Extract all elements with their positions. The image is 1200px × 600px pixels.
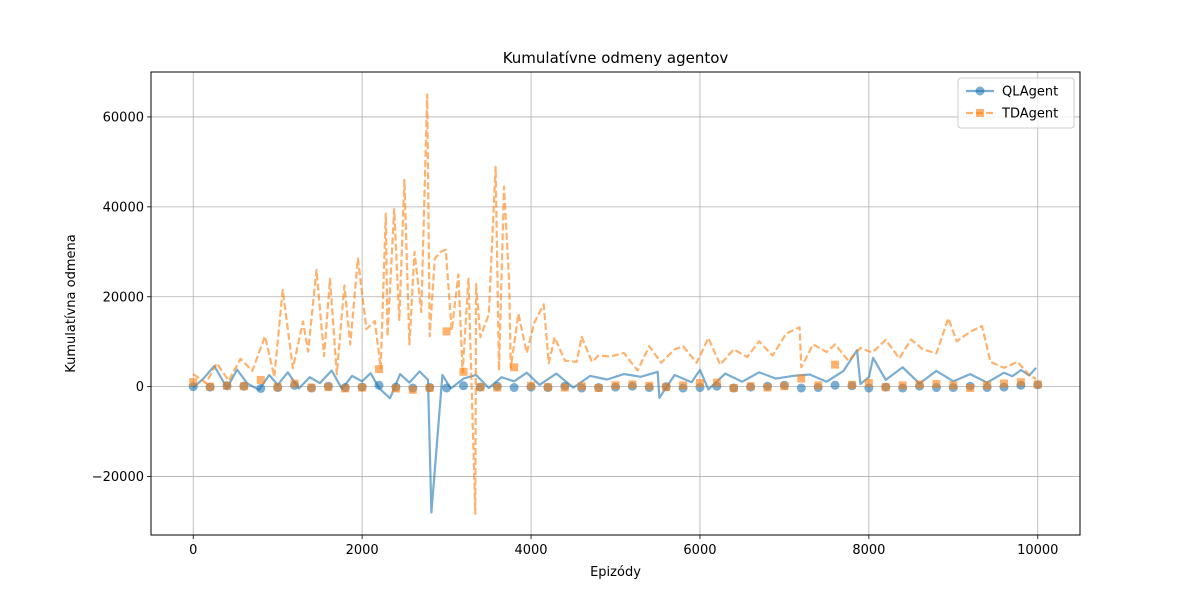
data-point-tdagent (679, 381, 688, 390)
data-point-tdagent (645, 381, 654, 390)
data-point-tdagent (459, 367, 468, 376)
data-point-tdagent (358, 383, 367, 392)
data-point-tdagent (814, 381, 823, 390)
data-point-qlagent (442, 383, 452, 393)
data-point-tdagent (408, 385, 417, 394)
data-point-tdagent (510, 363, 519, 372)
data-point-tdagent (763, 383, 772, 392)
data-point-tdagent (712, 378, 721, 387)
data-point-tdagent (256, 375, 265, 384)
series-line-qlagent (192, 349, 1037, 514)
chart-title: Kumulatívne odmeny agentov (503, 49, 729, 67)
data-point-tdagent (797, 374, 806, 383)
data-point-tdagent (1033, 380, 1042, 389)
data-point-tdagent (341, 384, 350, 393)
legend-marker-circle-icon (975, 86, 985, 96)
data-point-tdagent (915, 380, 924, 389)
y-tick-label: 60000 (103, 110, 144, 125)
data-point-tdagent (493, 383, 502, 392)
data-point-tdagent (746, 382, 755, 391)
data-point-tdagent (307, 383, 316, 392)
x-tick-label: 2000 (346, 543, 379, 558)
data-point-tdagent (442, 327, 451, 336)
x-axis-label: Epizódy (590, 565, 641, 580)
data-point-tdagent (949, 381, 958, 390)
data-point-tdagent (560, 383, 569, 392)
data-point-qlagent (374, 380, 384, 390)
data-point-tdagent (290, 379, 299, 388)
x-tick-label: 10000 (1017, 543, 1058, 558)
axis-ticks: 0 2000 4000 6000 8000 10000 −20000 0 20000 40000 6… (92, 110, 1059, 558)
x-tick-label: 4000 (514, 543, 547, 558)
data-point-tdagent (611, 381, 620, 390)
data-point-tdagent (999, 379, 1008, 388)
series-line-tdagent (192, 93, 1037, 516)
legend-label: QLAgent (1002, 85, 1058, 100)
data-point-tdagent (898, 381, 907, 390)
data-point-tdagent (864, 379, 873, 388)
data-point-tdagent (223, 381, 232, 390)
y-tick-label: 20000 (103, 290, 144, 305)
data-point-tdagent (324, 383, 333, 392)
data-point-tdagent (206, 382, 215, 391)
x-tick-label: 6000 (683, 543, 716, 558)
data-point-qlagent (796, 383, 806, 393)
grid-lines (151, 72, 1080, 535)
data-point-tdagent (780, 382, 789, 391)
y-axis-label: Kumulatívna odmena (64, 234, 79, 372)
data-point-tdagent (577, 382, 586, 391)
data-point-tdagent (662, 383, 671, 392)
data-point-tdagent (983, 381, 992, 390)
data-point-tdagent (189, 378, 198, 387)
data-point-qlagent (509, 383, 519, 393)
data-point-tdagent (391, 384, 400, 393)
data-point-tdagent (594, 384, 603, 393)
plot-area (188, 93, 1043, 516)
data-point-tdagent (881, 383, 890, 392)
data-point-tdagent (476, 383, 485, 392)
data-point-tdagent (375, 365, 384, 374)
data-point-tdagent (932, 379, 941, 388)
data-point-qlagent (830, 380, 840, 390)
data-point-tdagent (1016, 378, 1025, 387)
legend: QLAgent TDAgent (957, 77, 1075, 129)
data-point-tdagent (239, 382, 248, 391)
x-tick-label: 8000 (852, 543, 885, 558)
y-tick-label: 40000 (103, 200, 144, 215)
data-point-tdagent (729, 384, 738, 393)
y-tick-label: 0 (136, 380, 144, 395)
data-point-tdagent (831, 360, 840, 369)
data-point-tdagent (527, 381, 536, 390)
data-point-tdagent (847, 380, 856, 389)
data-point-tdagent (628, 380, 637, 389)
y-tick-label: −20000 (92, 470, 144, 485)
plot-frame (150, 71, 1081, 536)
data-point-qlagent (256, 383, 266, 393)
data-point-tdagent (425, 384, 434, 393)
data-point-qlagent (458, 381, 468, 391)
data-point-tdagent (695, 379, 704, 388)
legend-marker-square-icon (976, 109, 984, 117)
data-point-tdagent (543, 383, 552, 392)
legend-label: TDAgent (1001, 107, 1058, 122)
x-tick-label: 0 (189, 543, 197, 558)
data-point-tdagent (273, 383, 282, 392)
data-point-tdagent (966, 384, 975, 393)
